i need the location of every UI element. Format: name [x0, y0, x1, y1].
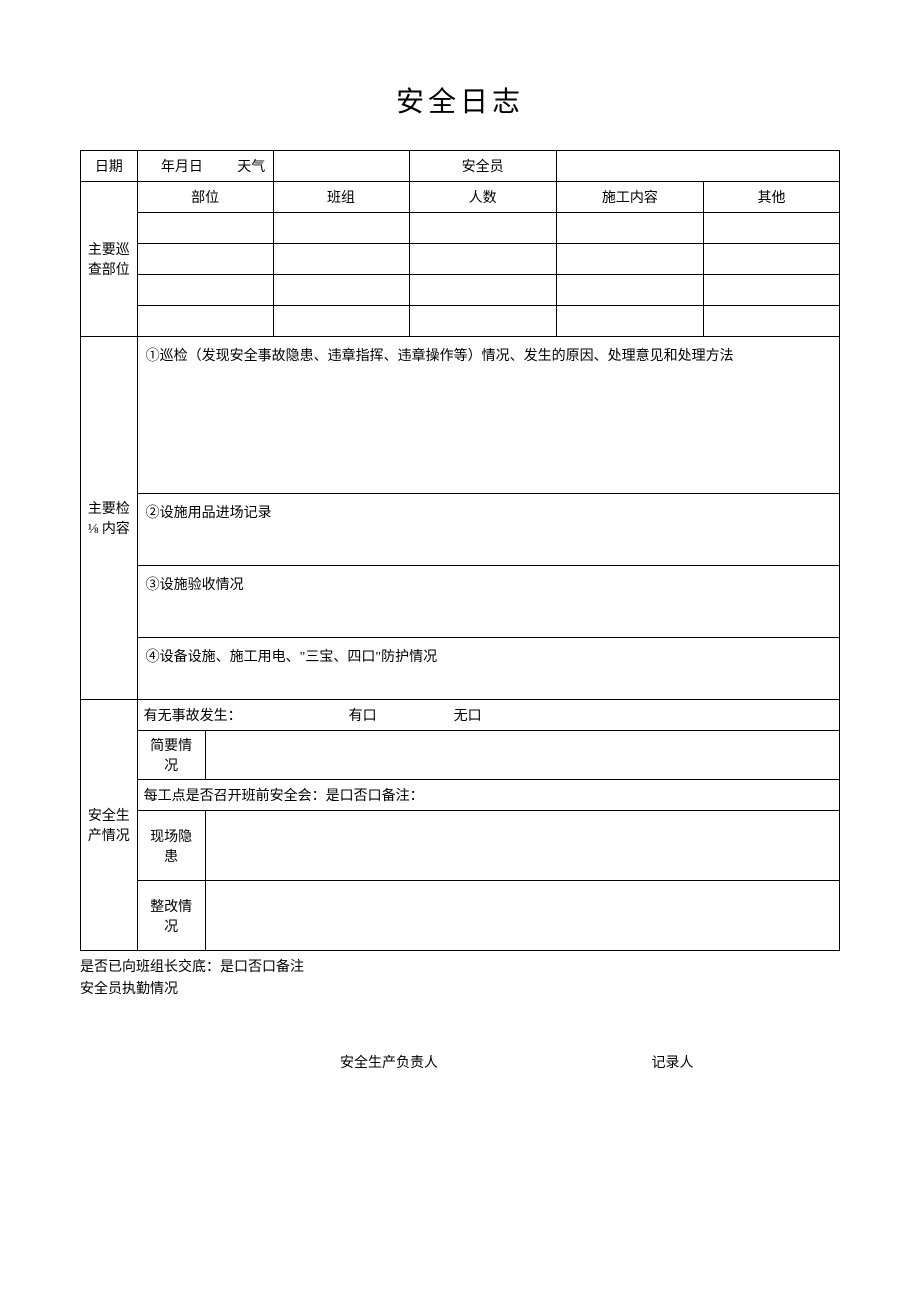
table-cell[interactable]: [137, 275, 273, 306]
table-cell[interactable]: [273, 275, 409, 306]
weather-value[interactable]: [273, 151, 409, 182]
table-cell[interactable]: [409, 213, 556, 244]
hazard-value[interactable]: [205, 811, 839, 881]
table-cell[interactable]: [409, 275, 556, 306]
col-other: 其他: [704, 182, 840, 213]
date-value: 年月日 天气: [137, 151, 273, 182]
table-cell[interactable]: [704, 306, 840, 337]
rectify-label: 整改情况: [137, 881, 205, 951]
duty-line: 安全员执勤情况: [80, 979, 840, 1001]
handover-line: 是否已向班组长交底：是口否口备注: [80, 957, 840, 979]
check-item-2[interactable]: ②设施用品进场记录: [137, 494, 839, 566]
table-cell[interactable]: [137, 244, 273, 275]
safety-log-table: 日期 年月日 天气 安全员 主要巡查部位 部位 班组 人数 施工内容 其他: [80, 150, 840, 951]
sig-responsible: 安全生产负责人: [340, 1052, 438, 1072]
date-label: 日期: [81, 151, 138, 182]
table-cell[interactable]: [556, 213, 703, 244]
brief-value[interactable]: [205, 731, 839, 780]
officer-label: 安全员: [409, 151, 556, 182]
table-cell[interactable]: [273, 213, 409, 244]
brief-label: 简要情况: [137, 731, 205, 780]
col-team: 班组: [273, 182, 409, 213]
check-item-4[interactable]: ④设备设施、施工用电、"三宝、四口"防护情况: [137, 638, 839, 700]
table-cell[interactable]: [704, 213, 840, 244]
table-cell[interactable]: [409, 306, 556, 337]
table-cell[interactable]: [556, 244, 703, 275]
table-cell[interactable]: [409, 244, 556, 275]
accident-line[interactable]: 有无事故发生： 有口 无口: [137, 700, 839, 731]
col-count: 人数: [409, 182, 556, 213]
meeting-line[interactable]: 每工点是否召开班前安全会：是口否口备注：: [137, 780, 839, 811]
officer-value[interactable]: [556, 151, 839, 182]
col-content: 施工内容: [556, 182, 703, 213]
table-cell[interactable]: [556, 275, 703, 306]
table-cell[interactable]: [556, 306, 703, 337]
check-item-3[interactable]: ③设施验收情况: [137, 566, 839, 638]
check-content-section-label: 主要检 ⅛ 内容: [81, 337, 138, 700]
hazard-label: 现场隐患: [137, 811, 205, 881]
table-cell[interactable]: [137, 306, 273, 337]
rectify-value[interactable]: [205, 881, 839, 951]
col-position: 部位: [137, 182, 273, 213]
check-item-1[interactable]: ①巡检（发现安全事故隐患、违章指挥、违章操作等）情况、发生的原因、处理意见和处理…: [137, 337, 839, 494]
safety-section-label: 安全生产情况: [81, 700, 138, 951]
table-cell[interactable]: [273, 244, 409, 275]
table-cell[interactable]: [704, 244, 840, 275]
sig-recorder: 记录人: [652, 1052, 694, 1072]
table-cell[interactable]: [273, 306, 409, 337]
table-cell[interactable]: [704, 275, 840, 306]
page-title: 安全日志: [80, 80, 840, 120]
table-cell[interactable]: [137, 213, 273, 244]
inspection-section-label: 主要巡查部位: [81, 182, 138, 337]
